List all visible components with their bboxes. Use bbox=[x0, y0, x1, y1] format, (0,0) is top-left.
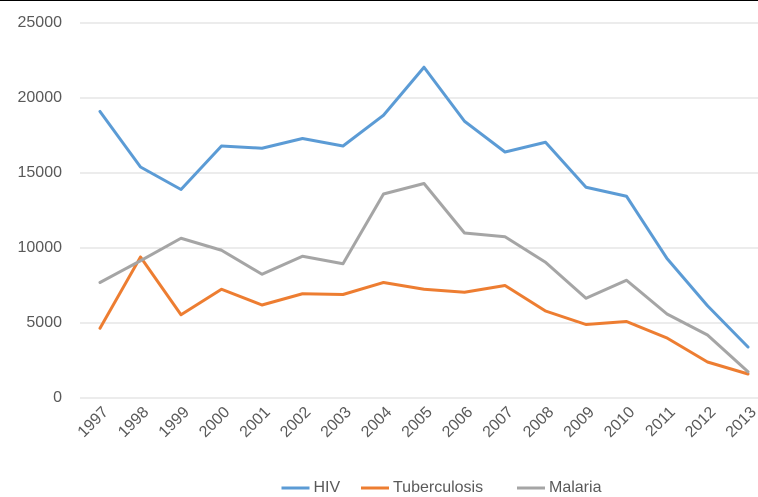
y-tick-label: 20000 bbox=[18, 89, 63, 106]
x-tick-label: 2003 bbox=[318, 404, 355, 441]
series-line bbox=[98, 65, 750, 349]
x-tick-label: 2013 bbox=[723, 404, 758, 441]
x-tick-label: 2007 bbox=[480, 404, 517, 441]
legend-label: Malaria bbox=[549, 479, 602, 496]
x-tick-label: 1997 bbox=[75, 404, 112, 441]
x-tick-label: 2009 bbox=[561, 404, 598, 441]
x-tick-label: 2001 bbox=[237, 404, 274, 441]
x-tick-label: 1998 bbox=[115, 404, 152, 441]
series-line bbox=[98, 182, 750, 374]
x-tick-label: 2010 bbox=[601, 404, 638, 441]
x-tick-label: 2004 bbox=[358, 404, 395, 441]
y-tick-label: 15000 bbox=[18, 164, 63, 181]
x-tick-label: 2012 bbox=[682, 404, 719, 441]
legend-label: Tuberculosis bbox=[393, 479, 483, 496]
y-tick-label: 0 bbox=[53, 389, 62, 406]
y-tick-label: 5000 bbox=[26, 314, 62, 331]
y-tick-label: 25000 bbox=[18, 14, 63, 31]
x-tick-label: 2002 bbox=[277, 404, 314, 441]
series-line bbox=[98, 255, 750, 376]
y-tick-label: 10000 bbox=[18, 239, 63, 256]
legend-label: HIV bbox=[314, 479, 341, 496]
x-tick-label: 2005 bbox=[399, 404, 436, 441]
x-tick-label: 2006 bbox=[439, 404, 476, 441]
x-tick-label: 2008 bbox=[520, 404, 557, 441]
x-tick-label: 2011 bbox=[642, 404, 678, 440]
x-tick-label: 2000 bbox=[196, 404, 233, 441]
x-tick-label: 1999 bbox=[156, 404, 193, 441]
